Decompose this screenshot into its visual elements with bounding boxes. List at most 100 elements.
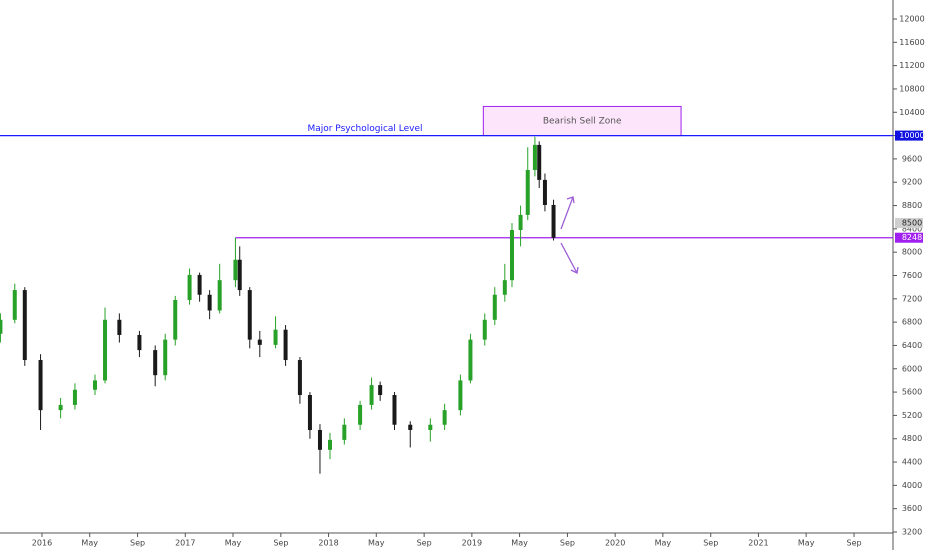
y-tick-label: 11200 <box>899 61 924 70</box>
price-tag <box>895 218 923 229</box>
x-tick-label: Sep <box>417 539 432 548</box>
arrow-up <box>560 196 575 230</box>
candle-body <box>482 319 487 340</box>
y-tick-label: 7200 <box>902 294 922 303</box>
x-tick-label: 2016 <box>32 539 52 548</box>
y-tick-label: 8000 <box>902 248 922 257</box>
y-tick-label: 8400 <box>902 224 922 233</box>
y-tick-label: 6400 <box>902 341 922 350</box>
y-tick-label: 9200 <box>902 178 922 187</box>
sell-zone <box>482 105 682 137</box>
x-tick-label: May <box>655 539 672 548</box>
candle-body <box>197 274 202 295</box>
candle-body <box>408 424 413 430</box>
candle-body <box>207 294 212 311</box>
y-tick-label: 4400 <box>902 458 922 467</box>
candle-body <box>458 380 463 411</box>
candle-body <box>502 280 507 295</box>
candle-body <box>58 404 63 411</box>
candle-body <box>237 259 242 291</box>
x-tick-label: 2018 <box>318 539 338 548</box>
candle-body <box>442 410 447 425</box>
price-tag-label: 10000 <box>899 131 924 140</box>
x-tick-label: Sep <box>273 539 288 548</box>
candle-body <box>0 319 3 334</box>
y-tick-label: 5200 <box>902 411 922 420</box>
candle-body <box>542 179 547 205</box>
y-tick-label: 9600 <box>902 154 922 163</box>
y-tick-label: 8800 <box>902 201 922 210</box>
y-tick-label: 4800 <box>902 434 922 443</box>
y-tick-label: 6800 <box>902 318 922 327</box>
candle-body <box>428 424 433 430</box>
y-tick-label: 10800 <box>899 84 924 93</box>
candle-body <box>328 439 333 450</box>
x-tick-label: Sep <box>560 539 575 548</box>
sell-zone-label: Bearish Sell Zone <box>543 117 622 127</box>
candle-body <box>537 144 542 180</box>
price-tag-label: 8248 <box>902 233 922 242</box>
x-tick-label: May <box>225 539 242 548</box>
arrow-down <box>560 242 579 274</box>
y-tick-label: 11600 <box>899 38 924 47</box>
candle-body <box>378 385 383 396</box>
candle-body <box>163 339 168 376</box>
x-tick-label: 2019 <box>462 539 482 548</box>
y-tick-label: 5600 <box>902 388 922 397</box>
y-tick-label: 3600 <box>902 504 922 513</box>
candle-body <box>369 385 374 405</box>
candle-body <box>392 395 397 425</box>
x-tick-label: May <box>81 539 98 548</box>
candle-body <box>307 395 312 430</box>
candle-body <box>492 294 497 320</box>
candle-body <box>297 360 302 396</box>
y-tick-label: 6000 <box>902 364 922 373</box>
candle-body <box>518 214 523 231</box>
y-tick-label: 12000 <box>899 15 924 24</box>
candle-body <box>509 230 514 281</box>
x-tick-label: Sep <box>703 539 718 548</box>
candle-body <box>93 380 98 390</box>
x-tick-label: 2020 <box>605 539 625 548</box>
x-tick-label: 2021 <box>748 539 768 548</box>
candle-body <box>468 339 473 381</box>
x-tick-label: May <box>798 539 815 548</box>
candle-body <box>257 339 262 345</box>
price-tag <box>895 130 923 141</box>
candle-body <box>273 329 278 345</box>
level-label: Major Psychological Level <box>307 124 422 134</box>
candle-body <box>38 360 43 411</box>
candle-body <box>317 429 322 450</box>
x-tick-label: Sep <box>130 539 145 548</box>
candle-body <box>72 389 77 405</box>
x-tick-label: 2017 <box>175 539 195 548</box>
price-tag-label: 8500 <box>902 219 922 228</box>
candle-body <box>342 424 347 440</box>
candle-body <box>103 319 108 381</box>
y-tick-label: 7600 <box>902 271 922 280</box>
candle-body <box>117 319 122 335</box>
candle-body <box>173 299 178 340</box>
candle-body <box>532 144 537 170</box>
candle-body <box>551 204 556 238</box>
x-tick-label: May <box>511 539 528 548</box>
y-tick-label: 10400 <box>899 108 924 117</box>
candle-body <box>12 290 17 320</box>
candle-body <box>22 290 27 361</box>
price-tag <box>895 232 923 243</box>
candle-body <box>233 259 238 281</box>
candle-body <box>358 404 363 425</box>
candle-body <box>187 274 192 300</box>
candle-body <box>153 350 158 376</box>
candle-body <box>137 334 142 351</box>
y-tick-label: 4000 <box>902 481 922 490</box>
x-tick-label: May <box>368 539 385 548</box>
candle-body <box>217 280 222 311</box>
candle-body <box>525 169 530 215</box>
candle-body <box>283 329 288 361</box>
candle-body <box>247 290 252 340</box>
y-tick-label: 3200 <box>902 528 922 537</box>
x-tick-label: Sep <box>846 539 861 548</box>
